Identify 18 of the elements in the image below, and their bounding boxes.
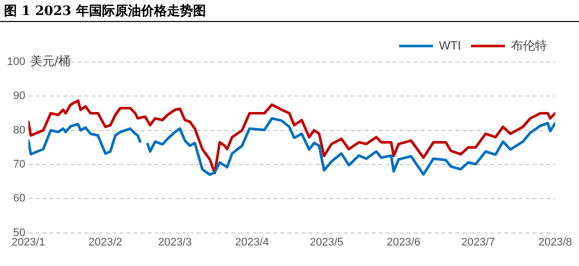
y-tick-label: 70: [13, 158, 26, 171]
y-tick-label: 80: [13, 124, 26, 136]
chart-title: 图 1 2023 年国际原油价格走势图: [0, 0, 579, 22]
x-tick-label: 2023/8: [538, 236, 572, 248]
legend-label: 布伦特: [511, 38, 547, 52]
x-tick-label: 2023/2: [88, 236, 122, 248]
x-tick-label: 2023/1: [12, 236, 46, 248]
y-tick-label: 50: [13, 226, 26, 239]
y-tick-label: 60: [13, 192, 26, 205]
x-tick-label: 2023/3: [158, 236, 192, 248]
x-tick-label: 2023/4: [235, 236, 269, 248]
legend-label: WTI: [439, 38, 462, 52]
y-tick-label: 100: [6, 56, 26, 68]
y-axis-title: 美元/桶: [30, 54, 70, 68]
x-tick-label: 2023/7: [461, 236, 495, 248]
x-tick-label: 2023/5: [310, 236, 344, 248]
x-tick-label: 2023/6: [386, 236, 420, 248]
y-tick-label: 90: [13, 90, 26, 102]
